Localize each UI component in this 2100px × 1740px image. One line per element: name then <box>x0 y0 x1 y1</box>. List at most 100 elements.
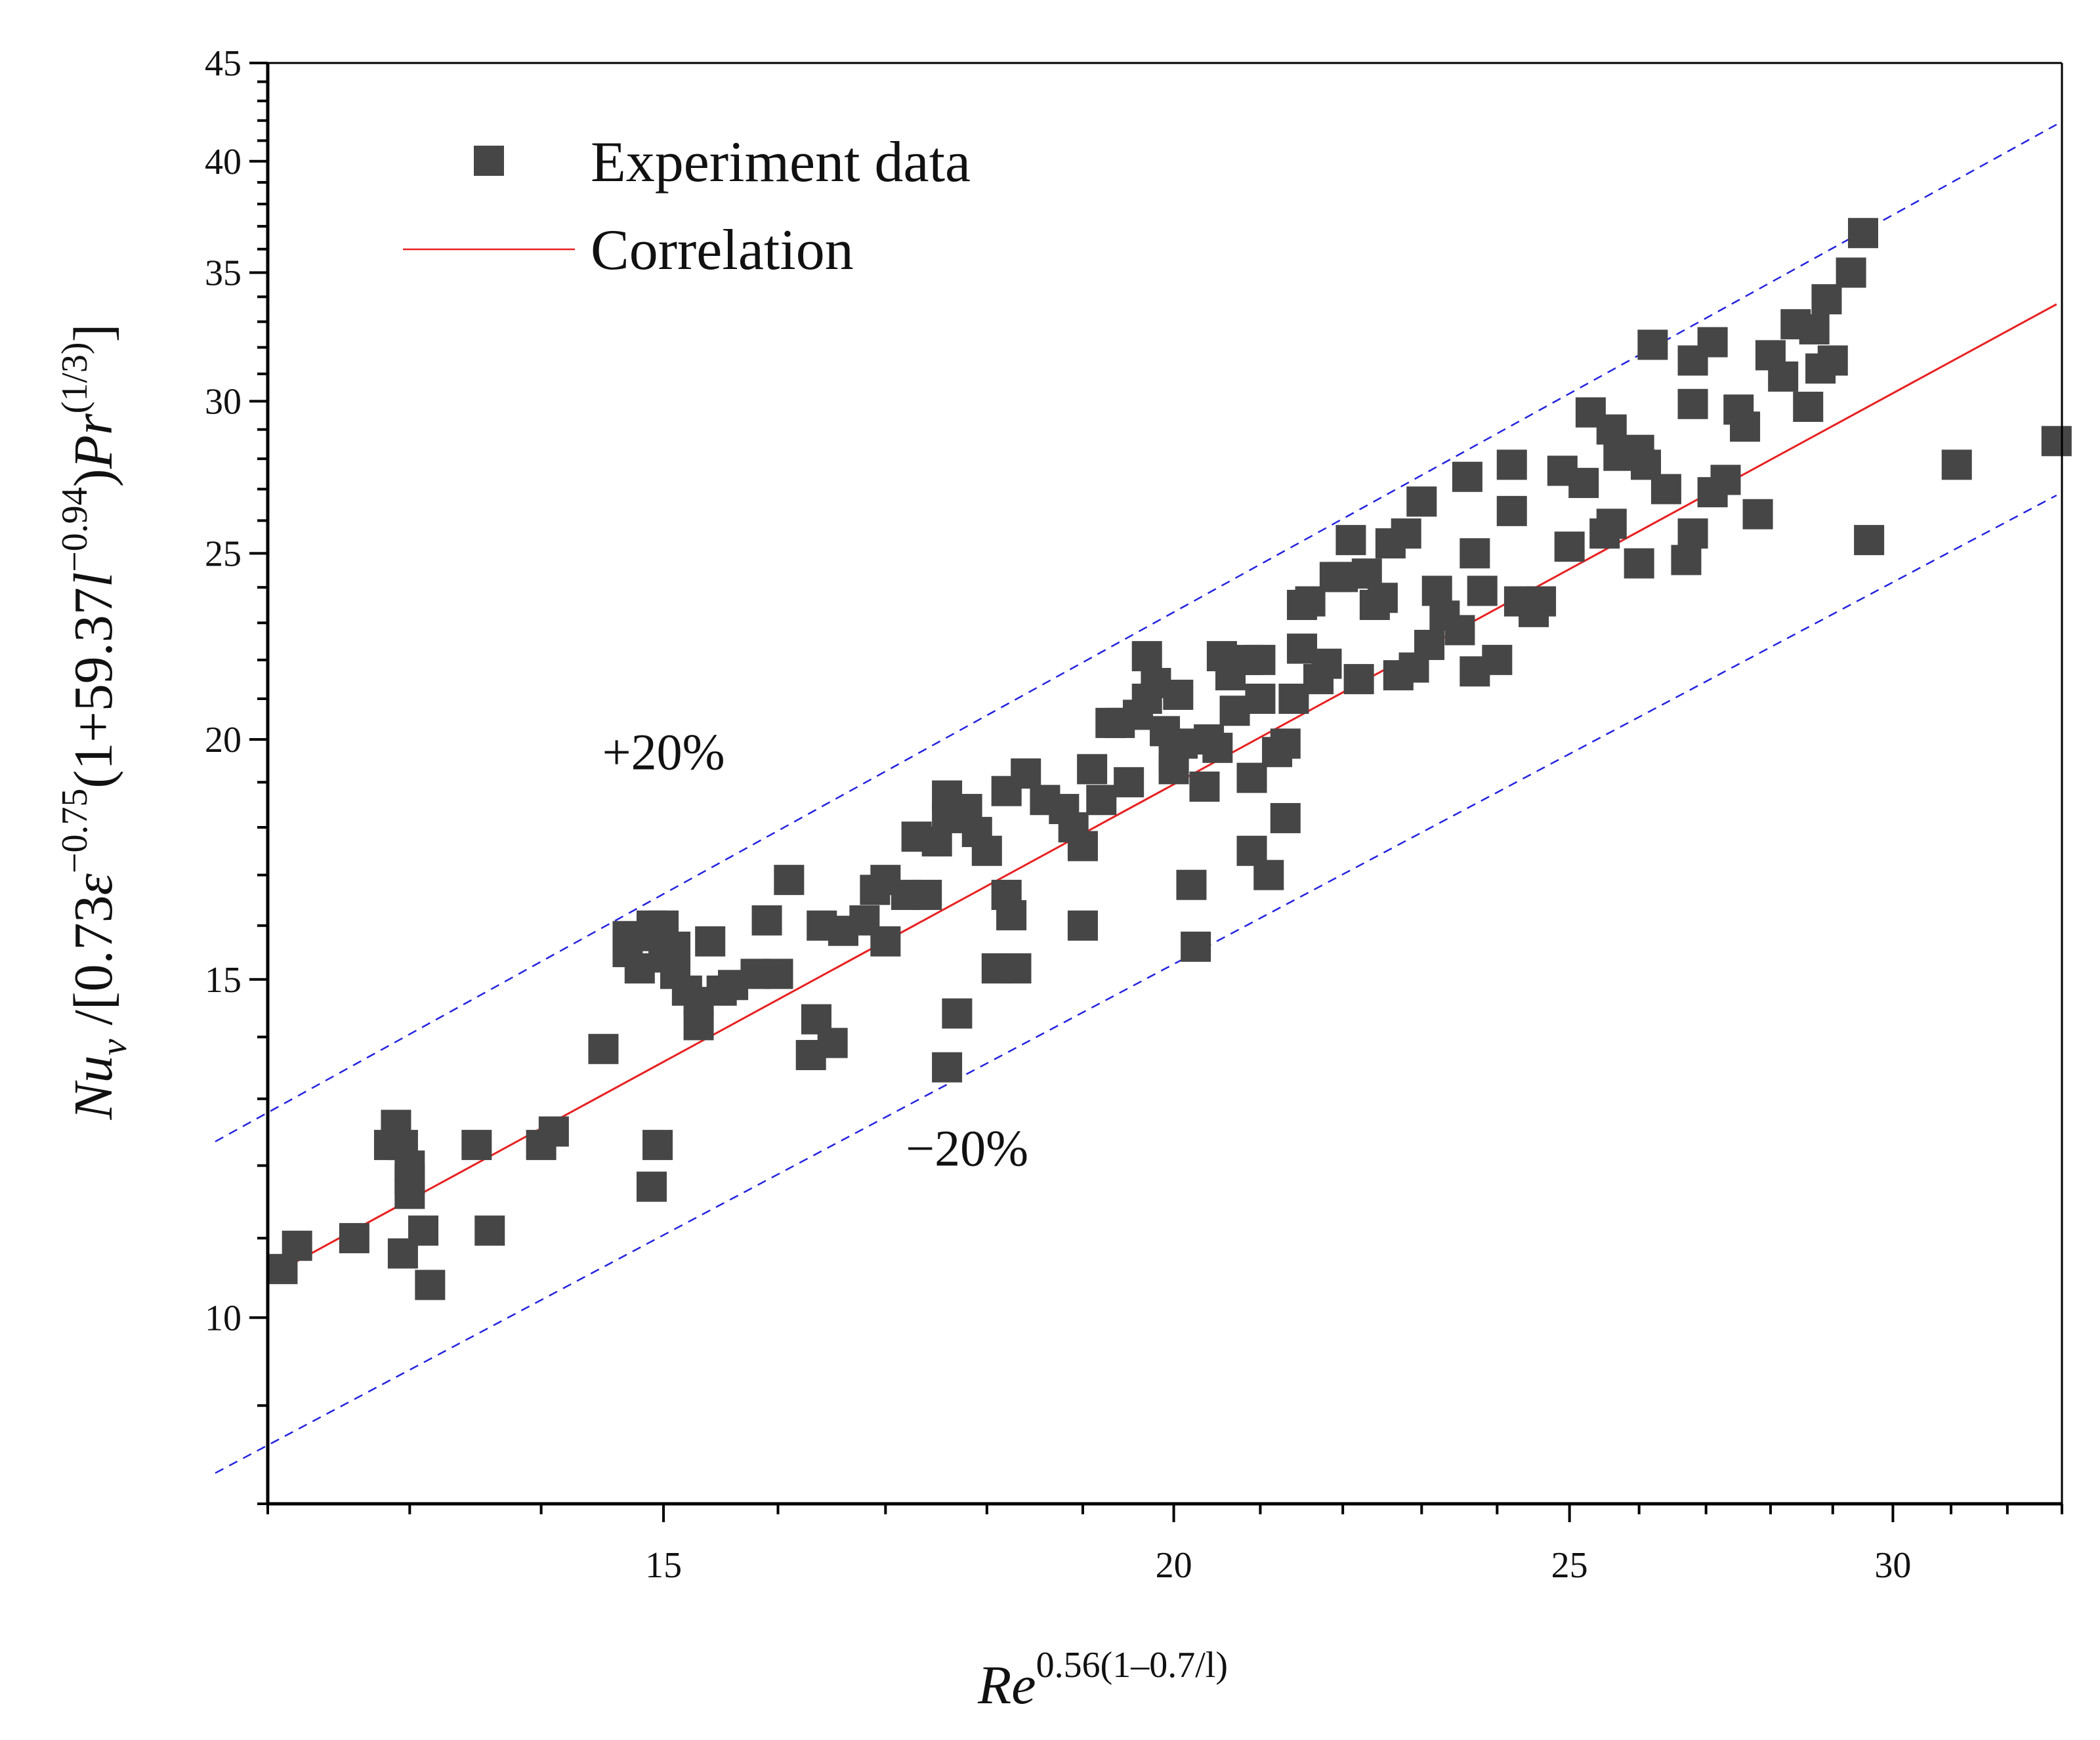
data-point <box>1077 754 1108 785</box>
point-layer <box>267 218 2072 1300</box>
x-axis-title: Re0.56(1–0.7/l) <box>977 1645 1228 1716</box>
data-point <box>588 1033 619 1064</box>
axes-layer: 15 20 25 30 10 15 20 25 30 35 40 45 <box>205 43 2063 1586</box>
data-point <box>1067 910 1098 941</box>
data-point <box>763 959 793 989</box>
data-point <box>1710 465 1741 495</box>
data-point <box>1011 758 1041 789</box>
data-point <box>1067 831 1098 861</box>
correlation-line <box>282 303 2057 1270</box>
y-tick-label: 35 <box>205 253 242 294</box>
data-point <box>1677 388 1708 419</box>
data-point <box>1568 468 1599 499</box>
y-tick-label: 15 <box>205 960 242 1001</box>
x-tick-label: 30 <box>1874 1545 1911 1586</box>
data-point <box>817 1027 848 1058</box>
data-point <box>1650 474 1681 505</box>
data-point <box>1452 461 1482 492</box>
data-point <box>461 1130 492 1161</box>
data-point <box>1799 314 1830 344</box>
data-point <box>1131 641 1162 672</box>
data-point <box>932 1052 963 1083</box>
data-point <box>1596 414 1627 445</box>
data-point <box>1637 329 1668 360</box>
data-point <box>1811 284 1842 315</box>
data-point <box>612 921 643 951</box>
y-title-rest2: (1+59.37 <box>63 587 124 788</box>
data-point <box>1697 327 1728 358</box>
data-point <box>387 1238 418 1269</box>
data-point <box>1460 538 1490 569</box>
data-point <box>1270 802 1301 833</box>
data-point <box>1526 586 1557 617</box>
data-point <box>1793 392 1824 423</box>
data-point <box>1158 754 1189 785</box>
data-point <box>695 926 726 957</box>
data-point <box>683 1010 714 1041</box>
y-tick-label: 30 <box>205 382 242 423</box>
y-title-nu: Nu <box>63 1055 124 1120</box>
data-point <box>1245 683 1276 714</box>
data-point <box>394 1178 425 1209</box>
legend-marker-experiment <box>474 146 504 176</box>
y-tick-label: 10 <box>205 1298 242 1338</box>
data-point <box>1219 695 1250 726</box>
data-point <box>1163 679 1194 710</box>
y-title-rest3: ) <box>63 468 124 487</box>
data-point <box>1444 615 1475 646</box>
data-point <box>1202 732 1233 763</box>
data-point <box>912 879 942 910</box>
data-point <box>1335 525 1366 556</box>
data-point <box>1624 548 1654 579</box>
data-point <box>415 1270 446 1300</box>
bound-line-plus20 <box>215 123 2057 1143</box>
line-layer <box>215 123 2057 1474</box>
data-point <box>1941 449 1972 480</box>
legend: Experiment data Correlation <box>403 131 971 282</box>
data-point <box>1854 525 1885 556</box>
data-point <box>971 835 1002 866</box>
data-point <box>942 998 973 1029</box>
data-point <box>1482 644 1513 675</box>
data-point <box>1253 860 1284 890</box>
data-point <box>1167 728 1198 759</box>
data-point <box>1367 583 1398 613</box>
data-point <box>1768 361 1799 392</box>
y-title-eps: ε <box>63 873 124 895</box>
y-title-l: l <box>63 572 124 587</box>
data-point <box>1730 411 1761 442</box>
data-point <box>1245 644 1276 675</box>
data-point <box>1496 449 1527 480</box>
data-point <box>1181 931 1211 962</box>
data-point <box>1847 218 1878 249</box>
data-point <box>1114 767 1144 798</box>
x-tick-label: 25 <box>1551 1545 1588 1586</box>
data-point <box>1176 869 1207 900</box>
data-point <box>1596 508 1627 539</box>
data-point <box>1677 518 1708 549</box>
data-point <box>1554 531 1585 562</box>
data-point <box>339 1223 369 1254</box>
data-point <box>1817 345 1848 376</box>
data-point <box>474 1215 505 1246</box>
y-tick-label: 25 <box>205 533 242 574</box>
data-point <box>1414 629 1445 660</box>
y-tick-label: 40 <box>205 142 242 182</box>
x-tick-label: 20 <box>1156 1545 1192 1586</box>
x-tick-label: 15 <box>645 1545 682 1586</box>
data-point <box>1189 771 1220 802</box>
data-point <box>1311 648 1342 679</box>
data-point <box>282 1230 312 1261</box>
y-title-pr: Pr <box>63 413 124 469</box>
data-point <box>1391 518 1421 549</box>
legend-label-correlation: Correlation <box>591 218 854 282</box>
y-title-exp3: (1/3) <box>54 342 95 413</box>
data-point <box>870 926 901 957</box>
y-title-rest1: /[0.73 <box>63 895 124 1039</box>
data-point <box>2041 426 2072 457</box>
x-axis-title-base: Re <box>977 1655 1036 1716</box>
data-point <box>1406 486 1437 517</box>
data-point <box>1270 728 1301 759</box>
bound-line-minus20 <box>215 494 2057 1474</box>
